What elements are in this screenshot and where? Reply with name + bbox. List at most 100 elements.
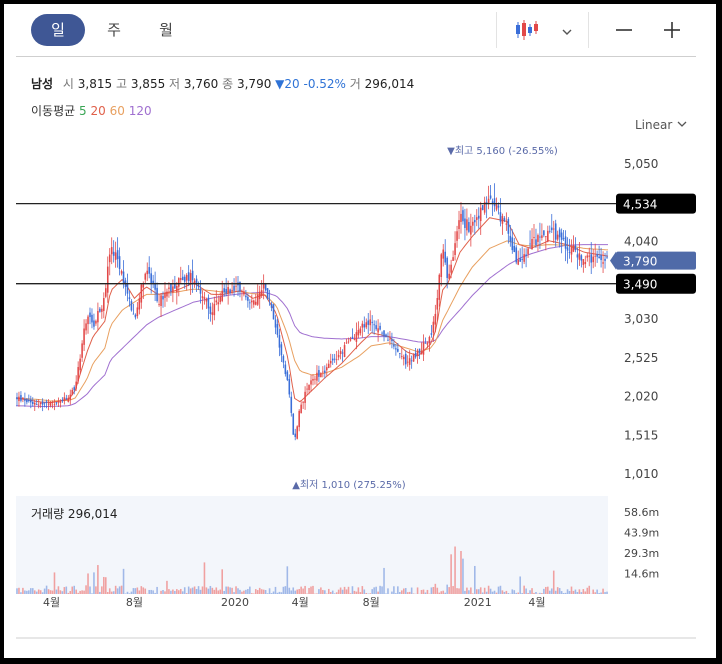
candle-body bbox=[327, 363, 330, 368]
candle-body bbox=[558, 229, 561, 238]
volume-bar bbox=[83, 590, 85, 594]
candle-body bbox=[152, 280, 154, 284]
candle-body bbox=[215, 300, 218, 303]
candle-body bbox=[430, 333, 433, 335]
candle-body bbox=[272, 304, 275, 320]
volume-bar bbox=[112, 591, 115, 594]
volume-bar bbox=[152, 590, 154, 594]
candle-body bbox=[221, 290, 224, 301]
volume-bar bbox=[272, 591, 275, 594]
candle-body bbox=[302, 401, 304, 403]
volume-bar bbox=[391, 591, 393, 594]
candle-body bbox=[582, 259, 585, 265]
volume-bar bbox=[28, 590, 30, 594]
ma-5: 5 bbox=[79, 104, 87, 118]
volume-bar bbox=[460, 550, 462, 594]
volume-y-tick-label: 14.6m bbox=[624, 568, 659, 581]
volume-bar bbox=[448, 587, 450, 594]
candle-body bbox=[527, 248, 529, 255]
volume-bar bbox=[93, 572, 95, 594]
candle-body bbox=[95, 320, 97, 324]
candle-body bbox=[357, 329, 360, 336]
volume-bar bbox=[217, 590, 220, 594]
change-value: ▼20 -0.52% bbox=[275, 77, 346, 91]
candle-body bbox=[339, 351, 342, 355]
candle-body bbox=[432, 321, 435, 333]
candle-body bbox=[205, 298, 208, 302]
candle-body bbox=[402, 356, 405, 360]
tab-month[interactable]: 월 bbox=[159, 21, 173, 39]
volume-bar bbox=[300, 586, 302, 594]
candle-body bbox=[106, 266, 109, 293]
scale-selector[interactable]: Linear bbox=[635, 118, 688, 132]
chevron-down-icon[interactable] bbox=[561, 22, 573, 35]
candle-body bbox=[572, 245, 575, 252]
volume-bar bbox=[556, 587, 559, 594]
volume-bar bbox=[485, 591, 488, 594]
ma60-line bbox=[15, 240, 609, 402]
candle-body bbox=[292, 413, 295, 435]
ma20-line bbox=[15, 217, 609, 404]
candle-body bbox=[324, 370, 326, 373]
volume-bar bbox=[49, 590, 52, 594]
candle-body bbox=[533, 236, 535, 238]
candle-body bbox=[509, 235, 512, 242]
candle-body bbox=[365, 322, 368, 328]
candle-body bbox=[329, 361, 332, 364]
candle-body bbox=[578, 253, 581, 260]
volume-bar bbox=[432, 586, 435, 594]
candle-body bbox=[126, 283, 129, 294]
chart-canvas[interactable]: 5,050 4,040 3,030 2,525 2,020 1,515 1,010 4,534… bbox=[4, 4, 716, 658]
volume-bar bbox=[254, 589, 257, 594]
volume-bar bbox=[446, 584, 448, 594]
candle-body bbox=[333, 358, 336, 360]
candlestick-icon[interactable] bbox=[514, 18, 540, 42]
candle-body bbox=[258, 291, 261, 299]
volume-bar bbox=[114, 585, 117, 594]
candle-body bbox=[373, 324, 375, 326]
volume-bar bbox=[229, 587, 231, 594]
volume-bar bbox=[426, 589, 429, 594]
candle-body bbox=[39, 402, 42, 405]
candle-body bbox=[201, 296, 204, 299]
minus-icon[interactable] bbox=[614, 20, 634, 40]
candle-body bbox=[343, 345, 346, 358]
candle-body bbox=[262, 283, 265, 289]
candle-body bbox=[282, 356, 285, 363]
candle-body bbox=[172, 286, 174, 293]
candle-body bbox=[602, 262, 604, 264]
volume-bar bbox=[564, 592, 567, 594]
volume-bar bbox=[203, 562, 206, 594]
candle-body bbox=[460, 213, 462, 222]
tab-day[interactable]: 일 bbox=[31, 14, 85, 46]
volume-bar bbox=[335, 592, 338, 594]
tab-week[interactable]: 주 bbox=[107, 21, 121, 39]
candle-body bbox=[466, 219, 468, 231]
candle-body bbox=[525, 254, 527, 257]
ma-20: 20 bbox=[90, 104, 106, 118]
price-line-label: 3,490 bbox=[623, 278, 657, 292]
volume-bar bbox=[533, 592, 535, 594]
candle-body bbox=[420, 351, 423, 355]
volume-bar bbox=[363, 589, 366, 594]
volume-bar bbox=[578, 589, 581, 594]
candle-body bbox=[20, 395, 22, 401]
candle-body bbox=[345, 342, 348, 344]
candle-body bbox=[501, 216, 504, 224]
volume-bar bbox=[199, 589, 202, 594]
volume-bar bbox=[239, 589, 241, 594]
price-line-label-bg bbox=[616, 273, 696, 294]
toolbar-divider-line bbox=[16, 56, 696, 57]
volume-bar bbox=[108, 588, 111, 594]
y-tick-label: 2,020 bbox=[624, 390, 658, 404]
candle-body bbox=[440, 254, 443, 277]
plus-icon[interactable] bbox=[662, 20, 682, 40]
volume-bar bbox=[260, 589, 263, 594]
stock-name: 남성 bbox=[31, 77, 54, 91]
x-tick-label: 4월 bbox=[43, 596, 60, 609]
candle-body bbox=[110, 247, 113, 255]
volume-bar bbox=[343, 586, 346, 594]
volume-bar bbox=[600, 592, 602, 594]
volume-bar bbox=[568, 590, 571, 594]
candle-body bbox=[349, 339, 352, 341]
